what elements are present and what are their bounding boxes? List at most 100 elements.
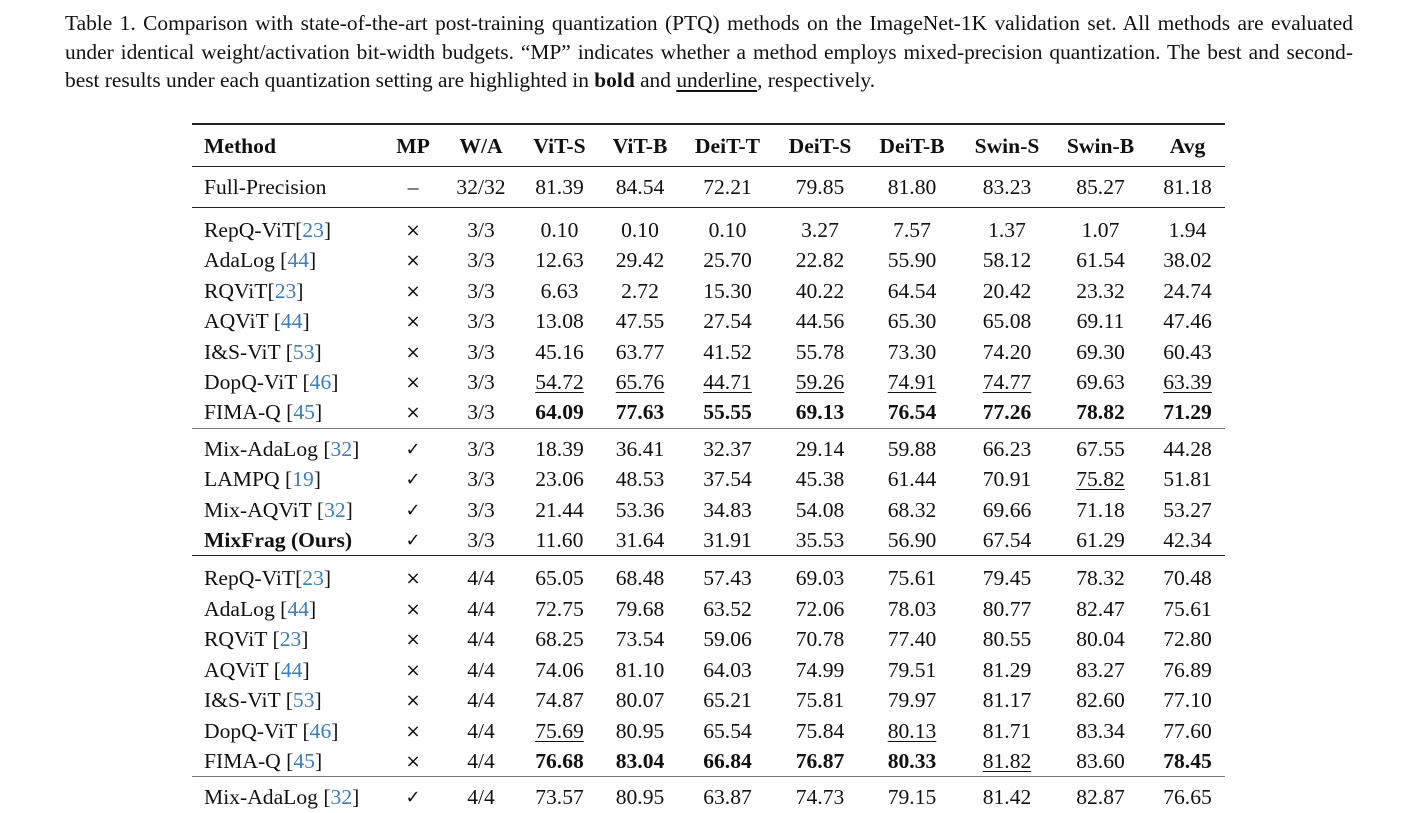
value-cell: 76.89 [1150,655,1225,685]
value-text: 69.63 [1076,370,1125,395]
value-cell: 83.60 [1051,745,1150,778]
citation-link[interactable]: 53 [292,688,315,713]
value-cell: 75.82 [1051,464,1150,494]
table-row: RepQ-ViT[23] × 4/4 65.05 68.48 57.43 69.03 75.6… [192,556,1225,594]
value-cell: 72.21 [676,166,779,208]
value-text: 55.55 [703,400,752,425]
value-cell: 51.81 [1150,464,1225,494]
value-cell: 24.74 [1150,276,1225,306]
value-text: 73.30 [887,339,937,364]
value-text: 67.54 [982,528,1032,553]
table-row: FIMA-Q [45] × 3/3 64.09 77.63 55.55 69.13 76.54… [192,397,1225,429]
citation-link[interactable]: 44 [287,248,309,273]
value-text: 77.10 [1163,688,1212,713]
citation-link[interactable]: 44 [280,309,303,334]
value-cell: 61.44 [861,464,963,494]
table-row: FIMA-Q [45] × 4/4 76.68 83.04 66.84 76.87 80.33… [192,745,1225,778]
value-text: 61.54 [1076,248,1125,273]
value-text: 75.82 [1076,467,1125,492]
value-text: 45.38 [795,467,845,492]
value-cell: 77.26 [963,397,1051,429]
value-text: 61.44 [887,467,937,492]
citation-link[interactable]: 44 [287,596,309,621]
value-cell: 83.27 [1051,655,1150,685]
citation-link[interactable]: 46 [309,370,332,395]
value-text: 79.68 [615,596,665,621]
value-cell: 53.27 [1150,495,1225,525]
value-text: 59.06 [703,627,752,652]
citation-link[interactable]: 45 [293,748,315,773]
value-text: 81.29 [982,657,1032,682]
value-text: 69.03 [795,566,845,591]
cross-icon: × [379,556,447,594]
cross-icon: × [379,594,447,624]
caption-bold-word: bold [594,68,635,93]
value-cell: 42.34 [1150,525,1225,557]
value-text: 69.66 [982,497,1032,522]
value-text: 80.95 [615,785,665,810]
citation-link[interactable]: 53 [292,339,315,364]
value-cell: 81.42 [963,777,1051,813]
value-cell: 56.90 [861,525,963,557]
citation-link[interactable]: 23 [302,566,324,591]
mp-mark: × [405,250,421,272]
citation-link[interactable]: 32 [324,497,346,522]
value-text: 79.15 [887,785,937,810]
citation-link[interactable]: 32 [330,436,353,461]
value-text: 83.34 [1076,718,1125,743]
value-text: 61.29 [1076,528,1125,553]
value-cell: 47.55 [604,306,676,336]
value-cell: 71.29 [1150,397,1225,429]
value-text: 71.18 [1076,497,1125,522]
value-text: 22.82 [795,248,845,273]
citation-link[interactable]: 23 [302,218,324,242]
method-name: RepQ-ViT [204,566,296,591]
value-cell: 65.08 [963,306,1051,336]
value-cell: 70.48 [1150,556,1225,594]
cross-icon: × [379,337,447,367]
citation-link[interactable]: 32 [330,785,353,810]
value-cell: 75.61 [861,556,963,594]
citation-link[interactable]: 23 [274,278,297,303]
value-text: 58.12 [982,248,1032,273]
value-cell: 31.64 [604,525,676,557]
method-name: I&S-ViT [204,688,281,713]
method-name: I&S-ViT [204,339,281,364]
header-vit-b: ViT-B [604,123,676,167]
table-row: DopQ-ViT [46] × 4/4 75.69 80.95 65.54 75.84 80.… [192,716,1225,746]
value-cell: 45.16 [515,337,604,367]
citation-link[interactable]: 44 [280,657,303,682]
value-cell: 72.80 [1150,624,1225,654]
value-text: 21.44 [535,497,584,522]
method-cell: RQViT [23] [204,627,309,652]
value-cell: 68.32 [861,495,963,525]
citation-link[interactable]: 19 [292,467,314,492]
value-text: 75.69 [535,718,584,743]
value-cell: 12.63 [515,245,604,275]
value-cell: 74.77 [963,367,1051,397]
citation-link[interactable]: 46 [309,718,332,743]
method-name: Mix-AdaLog [204,436,318,461]
value-text: 63.39 [1163,370,1212,395]
value-cell: 64.03 [676,655,779,685]
value-text: 81.82 [982,748,1032,773]
header-swin-b: Swin-B [1051,123,1150,167]
citation-link[interactable]: 23 [279,627,302,652]
value-cell: 75.84 [779,716,861,746]
value-cell: 79.15 [861,777,963,813]
value-text: 53.27 [1163,497,1212,522]
table-row: AdaLog [44] × 3/3 12.63 29.42 25.70 22.82 55.90… [192,245,1225,275]
value-text: 3.27 [801,218,839,242]
citation-link[interactable]: 45 [293,400,315,425]
value-cell: 73.30 [861,337,963,367]
wa-cell: 4/4 [467,566,495,591]
value-text: 45.16 [535,339,584,364]
mp-mark: × [405,280,421,302]
value-cell: 79.51 [861,655,963,685]
value-cell: 0.10 [676,208,779,246]
mp-mark: ✓ [405,438,421,460]
value-cell: 0.10 [515,208,604,246]
value-text: 65.21 [703,688,752,713]
mp-mark: ✓ [405,787,421,809]
header-deit-b: DeiT-B [861,123,963,167]
